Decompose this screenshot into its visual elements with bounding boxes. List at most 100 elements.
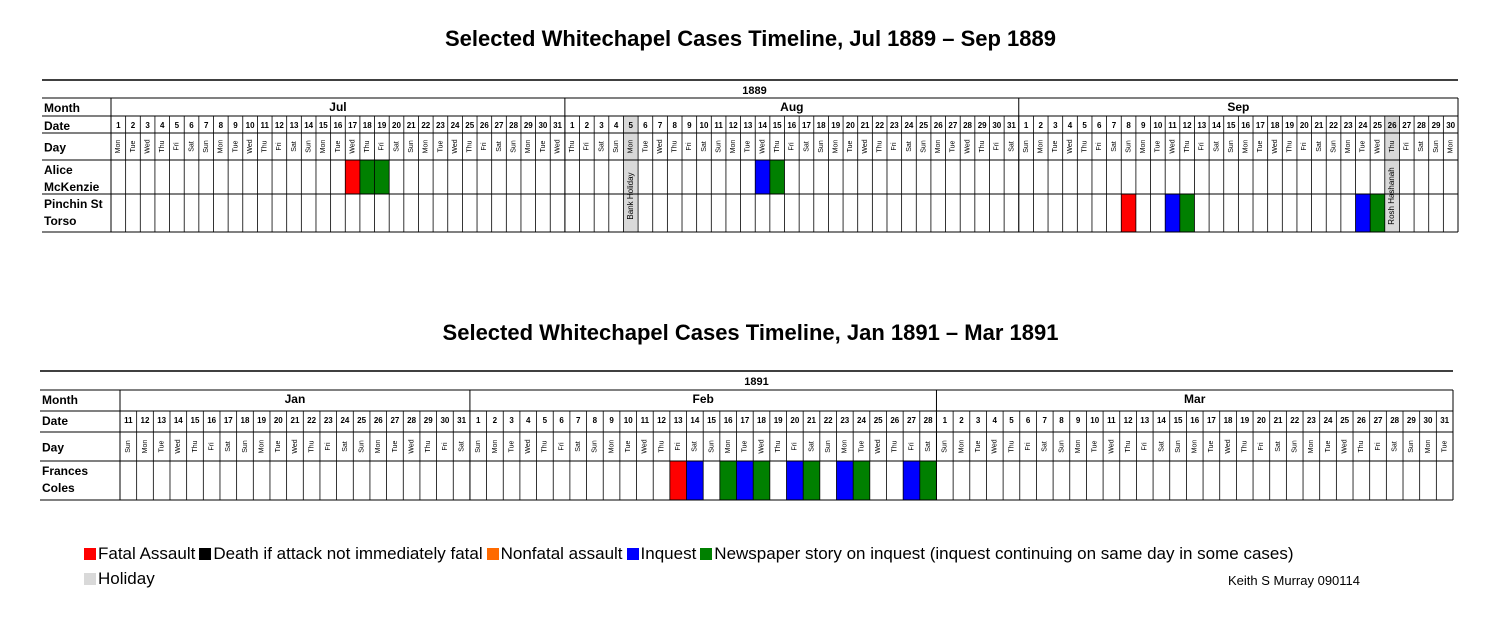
weekday-label: Sun <box>818 140 825 153</box>
weekday-label: Wed <box>1374 139 1381 153</box>
date-label: 26 <box>890 416 899 425</box>
date-label: 20 <box>274 416 283 425</box>
weekday-label: Fri <box>686 142 693 151</box>
date-label: 24 <box>1324 416 1333 425</box>
weekday-label: Mon <box>525 140 532 154</box>
weekday-label: Tue <box>1092 440 1099 452</box>
date-label: 8 <box>672 121 677 130</box>
event-cell <box>374 160 390 194</box>
date-label: 7 <box>204 121 209 130</box>
weekday-label: Thu <box>1081 140 1088 152</box>
date-label: 27 <box>1374 416 1383 425</box>
date-label: 4 <box>614 121 619 130</box>
event-cell <box>686 461 704 500</box>
year-label: 1891 <box>744 376 768 388</box>
weekday-label: Wed <box>554 139 561 153</box>
weekday-label: Thu <box>775 440 782 452</box>
legend-swatch <box>84 548 96 560</box>
date-label: 26 <box>480 121 489 130</box>
date-label: 29 <box>1407 416 1416 425</box>
date-label: 14 <box>758 121 767 130</box>
date-label: 10 <box>700 121 709 130</box>
weekday-label: Sun <box>825 440 832 453</box>
weekday-label: Mon <box>628 140 635 154</box>
legend-label-holiday: Holiday <box>98 569 155 588</box>
date-label: 17 <box>224 416 233 425</box>
weekday-label: Sat <box>803 141 810 152</box>
date-label: 22 <box>1290 416 1299 425</box>
date-label: 4 <box>526 416 531 425</box>
date-label: 12 <box>657 416 666 425</box>
date-label: 7 <box>1112 121 1117 130</box>
date-label: 29 <box>978 121 987 130</box>
weekday-label: Mon <box>492 440 499 454</box>
row-label-date: Date <box>44 119 70 133</box>
date-label: 11 <box>260 121 269 130</box>
legend-holiday: Holiday <box>84 569 155 589</box>
date-label: 25 <box>357 416 366 425</box>
date-label: 30 <box>1446 121 1455 130</box>
weekday-label: Thu <box>1008 440 1015 452</box>
date-label: 5 <box>175 121 180 130</box>
case-name: Alice <box>44 163 73 177</box>
weekday-label: Fri <box>994 142 1001 151</box>
date-label: 28 <box>407 416 416 425</box>
date-label: 14 <box>1212 121 1221 130</box>
weekday-label: Mon <box>1308 440 1315 454</box>
date-label: 3 <box>1053 121 1058 130</box>
weekday-label: Fri <box>1404 142 1411 151</box>
date-label: 5 <box>1009 416 1014 425</box>
date-label: 26 <box>1357 416 1366 425</box>
date-label: 29 <box>1432 121 1441 130</box>
date-label: 16 <box>787 121 796 130</box>
date-label: 10 <box>1153 121 1162 130</box>
date-label: 2 <box>585 121 590 130</box>
date-label: 14 <box>690 416 699 425</box>
weekday-label: Wed <box>1067 139 1074 153</box>
date-label: 24 <box>340 416 349 425</box>
date-label: 23 <box>840 416 849 425</box>
weekday-label: Sun <box>1125 140 1132 153</box>
date-label: 9 <box>1076 416 1081 425</box>
weekday-label: Thu <box>979 140 986 152</box>
date-label: 8 <box>219 121 224 130</box>
weekday-label: Fri <box>1199 142 1206 151</box>
legend-swatch <box>626 548 639 560</box>
holiday-label: Rosh Hashanah <box>1387 167 1396 224</box>
date-label: 10 <box>1090 416 1099 425</box>
date-label: 17 <box>802 121 811 130</box>
weekday-label: Sun <box>1023 140 1030 153</box>
date-label: 6 <box>559 416 564 425</box>
weekday-label: Fri <box>325 442 332 451</box>
date-label: 22 <box>1329 121 1338 130</box>
date-label: 23 <box>436 121 445 130</box>
weekday-label: Sun <box>358 440 365 453</box>
weekday-label: Sun <box>408 140 415 153</box>
date-label: 28 <box>924 416 933 425</box>
weekday-label: Thu <box>774 140 781 152</box>
weekday-label: Tue <box>1257 140 1264 152</box>
date-label: 3 <box>145 121 150 130</box>
date-label: 23 <box>1307 416 1316 425</box>
date-label: 24 <box>857 416 866 425</box>
weekday-label: Sun <box>592 440 599 453</box>
date-label: 5 <box>1082 121 1087 130</box>
date-label: 18 <box>363 121 372 130</box>
event-cell <box>1179 194 1195 232</box>
date-label: 17 <box>1256 121 1265 130</box>
date-label: 28 <box>509 121 518 130</box>
weekday-label: Thu <box>425 440 432 452</box>
date-label: 16 <box>333 121 342 130</box>
date-label: 4 <box>160 121 165 130</box>
weekday-label: Fri <box>1142 442 1149 451</box>
date-label: 12 <box>275 121 284 130</box>
date-label: 21 <box>1274 416 1283 425</box>
event-cell <box>359 160 375 194</box>
date-label: 25 <box>874 416 883 425</box>
weekday-label: Fri <box>379 142 386 151</box>
weekday-label: Mon <box>320 140 327 154</box>
weekday-label: Thu <box>1389 140 1396 152</box>
date-label: 27 <box>907 416 916 425</box>
date-label: 20 <box>1257 416 1266 425</box>
date-label: 19 <box>831 121 840 130</box>
